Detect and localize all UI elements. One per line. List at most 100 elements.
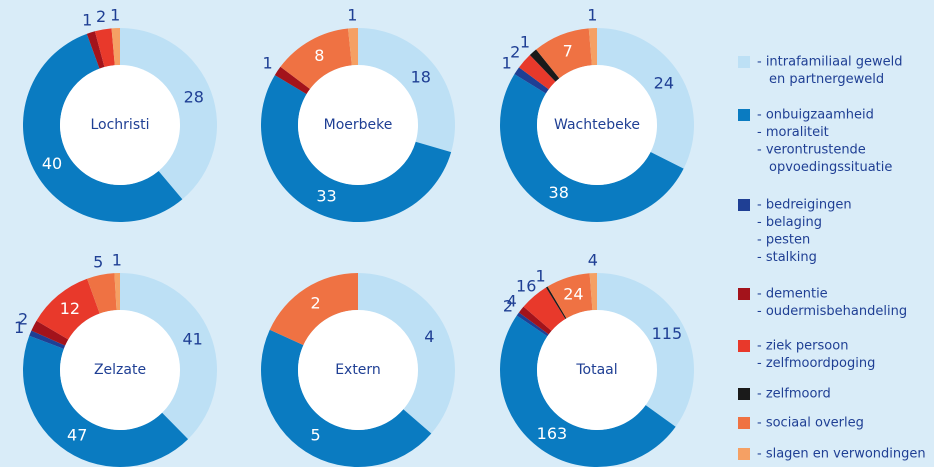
legend-label: - moraliteit	[757, 125, 829, 140]
legend-swatch	[738, 288, 750, 300]
data-label: 1	[262, 54, 272, 73]
donut-segment	[87, 273, 117, 314]
donut-segment	[274, 66, 311, 95]
donut-segment	[597, 27, 694, 169]
data-label: 1	[535, 266, 545, 285]
data-label: 4	[424, 327, 434, 346]
donut-segment	[280, 28, 352, 89]
legend-swatch	[738, 109, 750, 121]
donut-segment	[588, 28, 597, 66]
donut-segment	[23, 335, 189, 467]
donut-segment	[36, 278, 100, 340]
data-label: 24	[654, 73, 674, 92]
data-label: 2	[96, 7, 106, 26]
donut-segment	[269, 273, 358, 346]
donut-segment	[86, 31, 105, 69]
legend-label: - ziek persoon	[757, 339, 848, 354]
donut-title: Zelzate	[94, 362, 146, 378]
data-label: 4	[507, 292, 517, 311]
legend-label: - pesten	[757, 233, 810, 248]
legend-label: - zelfmoord	[757, 387, 831, 402]
legend-label: - stalking	[757, 250, 817, 265]
data-label: 1	[14, 318, 24, 337]
donut-hole	[60, 310, 180, 430]
data-label: 4	[588, 251, 598, 270]
legend-swatch	[738, 340, 750, 352]
donut-title: Moerbeke	[324, 117, 393, 133]
data-label: 1	[110, 6, 120, 25]
donut-segment	[529, 49, 560, 82]
data-label: 1	[347, 6, 357, 25]
donut-hole	[537, 65, 657, 185]
donut-segment	[120, 273, 217, 440]
legend-swatch	[738, 417, 750, 429]
donut-hole	[537, 310, 657, 430]
data-label: 38	[549, 183, 569, 202]
data-label: 12	[60, 299, 80, 318]
data-label: 8	[314, 46, 324, 65]
donut-segment	[23, 33, 183, 223]
data-label: 16	[516, 277, 536, 296]
donut-segment	[519, 54, 556, 90]
data-label: 1	[520, 33, 530, 52]
legend-label: - intrafamiliaal geweld	[757, 55, 903, 70]
data-label: 2	[18, 310, 28, 329]
donut-title: Lochristi	[90, 117, 149, 133]
donut-segment	[597, 273, 694, 427]
data-label: 24	[563, 285, 583, 304]
data-label: 40	[42, 154, 62, 173]
donut-segment	[94, 28, 115, 68]
donut-segment	[120, 28, 217, 200]
donut-segment	[514, 67, 549, 94]
donut-segment	[547, 273, 593, 319]
data-label: 2	[510, 42, 520, 61]
data-label: 2	[310, 293, 320, 312]
donut-segment	[518, 306, 552, 335]
legend-label: - slagen en verwondingen	[757, 447, 926, 462]
data-label: 5	[310, 426, 320, 445]
legend-label: en partnergeweld	[769, 72, 884, 87]
data-label: 1	[82, 11, 92, 30]
data-label: 1	[502, 53, 512, 72]
donut-title: Totaal	[575, 362, 617, 378]
legend-label: - oudermisbehandeling	[757, 304, 907, 319]
donut-segment	[523, 287, 566, 331]
data-label: 28	[184, 88, 204, 107]
donut-hole	[298, 65, 418, 185]
data-label: 47	[67, 425, 87, 444]
donut-segment	[348, 28, 358, 66]
donut-segment	[500, 315, 676, 467]
legend-label: - bedreigingen	[757, 198, 852, 213]
data-label: 2	[503, 297, 513, 316]
donut-segment	[261, 75, 452, 222]
donut-segment	[29, 330, 66, 349]
legend-label: - onbuigzaamheid	[757, 108, 874, 123]
donut-hole	[298, 310, 418, 430]
donut-segment	[545, 286, 567, 319]
data-label: 1	[587, 6, 597, 25]
legend-label: - zelfmoordpoging	[757, 356, 875, 371]
legend-label: - belaging	[757, 215, 822, 230]
legend-label: - sociaal overleg	[757, 416, 864, 431]
donut-segment	[536, 28, 592, 79]
donut-title: Wachtebeke	[554, 117, 640, 133]
legend-swatch	[738, 448, 750, 460]
donut-segment	[111, 28, 120, 66]
donut-segment	[516, 312, 549, 337]
donut-segment	[500, 74, 684, 222]
data-label: 7	[563, 42, 573, 61]
data-label: 1	[112, 251, 122, 270]
donut-hole	[60, 65, 180, 185]
data-label: 41	[182, 330, 202, 349]
donut-segment	[358, 28, 455, 153]
legend-label: opvoedingssituatie	[769, 160, 892, 175]
data-label: 18	[411, 67, 431, 86]
donut-segment	[589, 273, 597, 311]
legend-label: - dementie	[757, 287, 828, 302]
legend-swatch	[738, 388, 750, 400]
data-label: 163	[537, 424, 568, 443]
donut-title: Extern	[335, 362, 381, 378]
legend-swatch	[738, 199, 750, 211]
donut-segment	[114, 273, 120, 311]
